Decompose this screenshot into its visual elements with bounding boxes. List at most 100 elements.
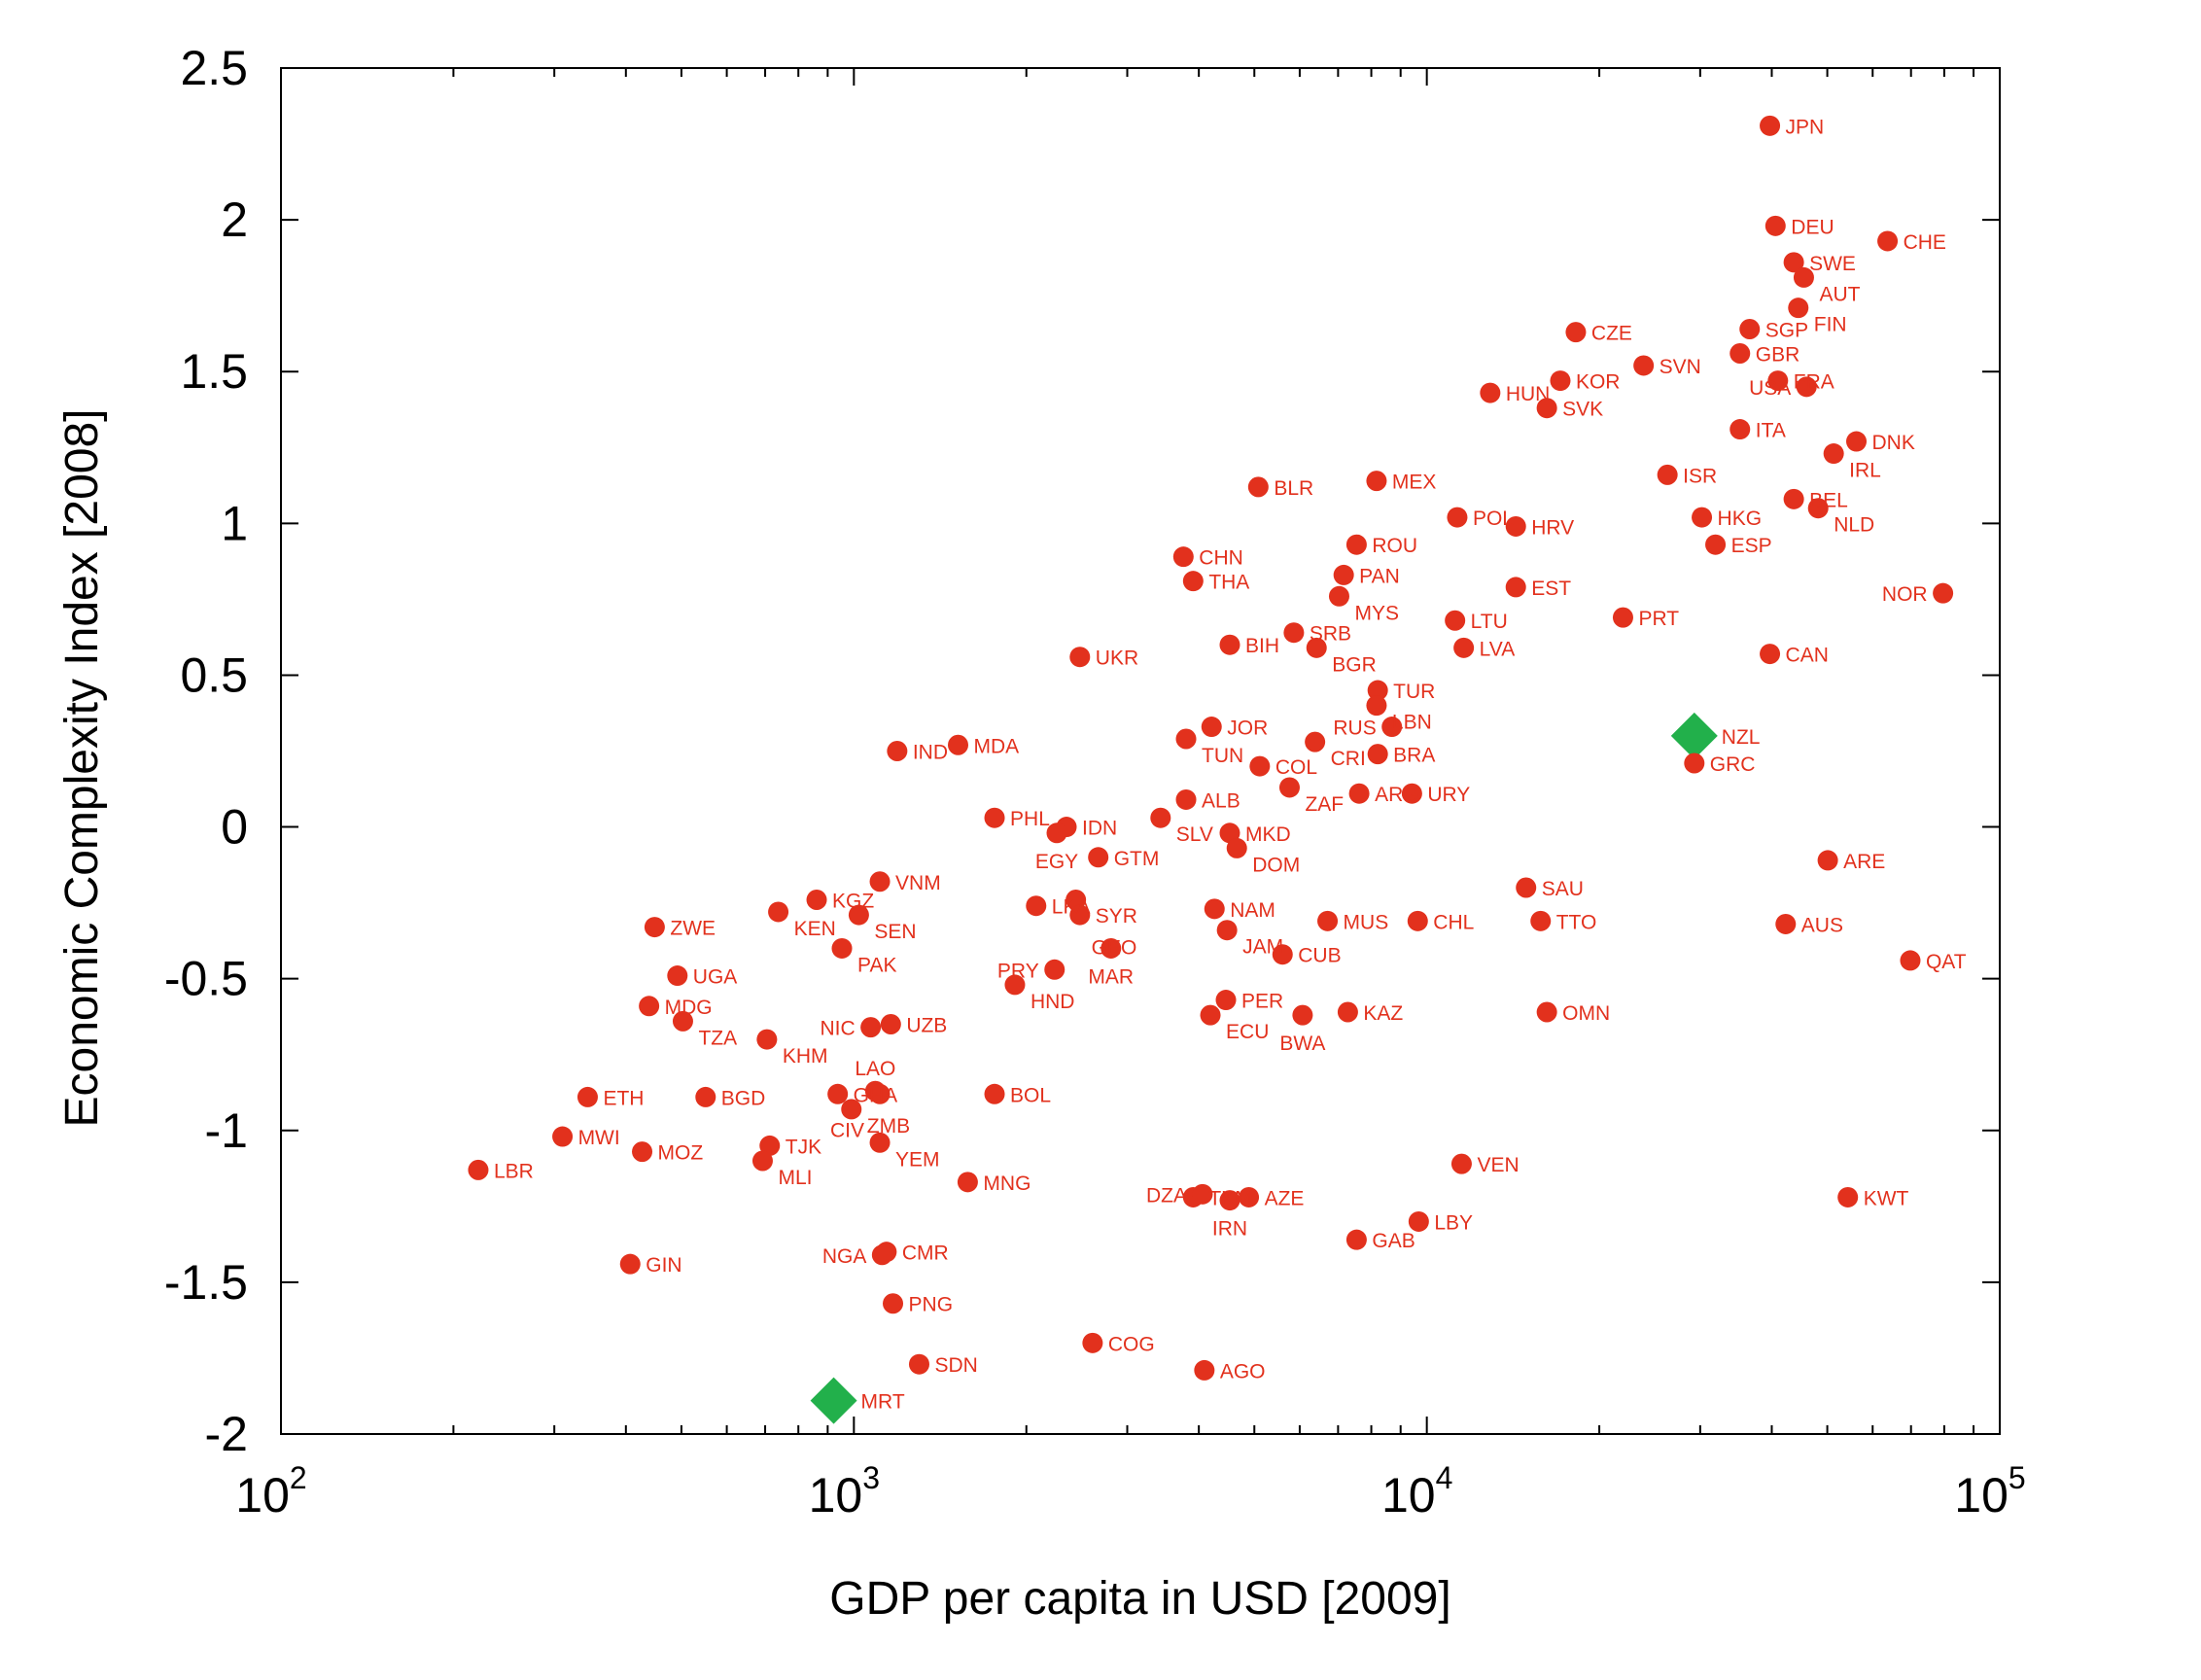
point-label: SVK	[1562, 399, 1603, 421]
point-sen	[848, 904, 869, 926]
point-label: FIN	[1814, 314, 1847, 336]
point-label: OMN	[1562, 1002, 1610, 1025]
point-yem	[869, 1132, 891, 1153]
point-zwe	[644, 917, 665, 938]
point-sdn	[908, 1353, 929, 1375]
point-label: CHE	[1904, 231, 1946, 254]
point-label: GHA	[854, 1084, 898, 1106]
x-tick-label: 104	[1381, 1460, 1452, 1522]
point-usa	[1796, 376, 1817, 398]
point-label: MLI	[778, 1167, 812, 1189]
point-label: POL	[1473, 508, 1514, 530]
x-tick-label: 102	[235, 1460, 306, 1522]
point-label: GRC	[1710, 753, 1756, 776]
point-ken	[768, 901, 789, 923]
point-label: AUS	[1801, 914, 1843, 936]
highlight-diamond-mrt	[810, 1377, 857, 1424]
point-label: MNG	[983, 1172, 1031, 1195]
y-tick-label: -1	[205, 1103, 248, 1158]
point-label: CMR	[902, 1242, 949, 1265]
point-label: TTO	[1556, 911, 1597, 933]
x-tick-exponent: 3	[862, 1460, 880, 1495]
point-fra	[1767, 370, 1789, 392]
point-label: BEL	[1809, 489, 1848, 511]
point-label: ZMB	[867, 1115, 910, 1138]
point-mdg	[639, 996, 660, 1017]
point-srb	[1283, 622, 1305, 644]
point-label: IRN	[1212, 1218, 1247, 1241]
point-label: DEU	[1791, 216, 1834, 238]
point-cze	[1565, 322, 1587, 343]
point-label: MUS	[1344, 911, 1389, 933]
point-label: SGP	[1765, 320, 1808, 342]
point-label: IND	[913, 742, 948, 764]
point-label: ECU	[1226, 1021, 1269, 1043]
point-label: NIC	[820, 1018, 855, 1040]
point-mkd	[1219, 822, 1240, 844]
point-per	[1215, 990, 1237, 1011]
point-zmb	[841, 1099, 862, 1120]
point-label: SLV	[1176, 823, 1213, 846]
y-tick-label: -0.5	[164, 952, 248, 1006]
point-nld	[1807, 498, 1829, 519]
point-label: ZAF	[1305, 793, 1344, 816]
point-label: COL	[1275, 756, 1317, 779]
point-civ	[869, 1083, 891, 1104]
point-egy	[1046, 822, 1067, 844]
point-ury	[1401, 783, 1422, 804]
point-gab	[1345, 1229, 1367, 1250]
point-label: LBN	[1392, 712, 1432, 734]
point-label: MYS	[1354, 602, 1399, 624]
point-kor	[1550, 370, 1571, 392]
point-dnk	[1846, 431, 1868, 452]
point-ita	[1729, 419, 1751, 440]
point-pak	[831, 937, 853, 959]
point-gha	[827, 1083, 849, 1104]
point-label: FRA	[1794, 371, 1834, 394]
point-label: USA	[1749, 377, 1791, 400]
point-pan	[1333, 564, 1354, 585]
x-axis-title: GDP per capita in USD [2009]	[829, 1573, 1450, 1625]
point-label: CIV	[830, 1119, 864, 1141]
point-label: MDA	[973, 735, 1019, 757]
point-label: BGD	[721, 1087, 766, 1109]
y-axis-title: Economic Complexity Index [2008]	[56, 408, 108, 1127]
point-dom	[1226, 837, 1247, 858]
point-chn	[1172, 546, 1194, 568]
point-label: CZE	[1591, 323, 1632, 345]
point-deu	[1764, 215, 1786, 236]
point-lbr	[468, 1159, 489, 1180]
point-label: BRA	[1393, 745, 1435, 767]
y-tick-label: 2.5	[180, 41, 248, 95]
point-label: THA	[1208, 572, 1249, 594]
point-phl	[984, 807, 1005, 828]
point-mys	[1328, 585, 1349, 607]
point-label: JOR	[1227, 718, 1268, 740]
point-label: AZE	[1265, 1187, 1305, 1209]
point-bol	[984, 1083, 1005, 1104]
highlight-label: MRT	[861, 1391, 905, 1414]
point-irl	[1823, 443, 1844, 465]
point-ind	[887, 741, 908, 761]
x-tick-base: 10	[1954, 1468, 2009, 1522]
point-label: KGZ	[832, 890, 874, 912]
point-syr	[1069, 904, 1091, 926]
point-label: PAK	[857, 954, 896, 976]
point-kwt	[1837, 1186, 1859, 1208]
point-label: JAM	[1242, 936, 1283, 959]
point-label: SYR	[1096, 905, 1137, 928]
x-tick-label: 103	[809, 1460, 880, 1522]
point-est	[1505, 577, 1526, 598]
point-ago	[1194, 1359, 1215, 1381]
point-label: KHM	[783, 1045, 828, 1068]
point-gbr	[1729, 342, 1751, 364]
point-tza	[672, 1010, 693, 1032]
point-label: EGY	[1035, 851, 1078, 873]
point-aze	[1239, 1186, 1260, 1208]
point-mda	[947, 734, 968, 755]
x-tick-base: 10	[235, 1468, 290, 1522]
point-label: HUN	[1506, 383, 1551, 405]
point-arg	[1348, 783, 1370, 804]
